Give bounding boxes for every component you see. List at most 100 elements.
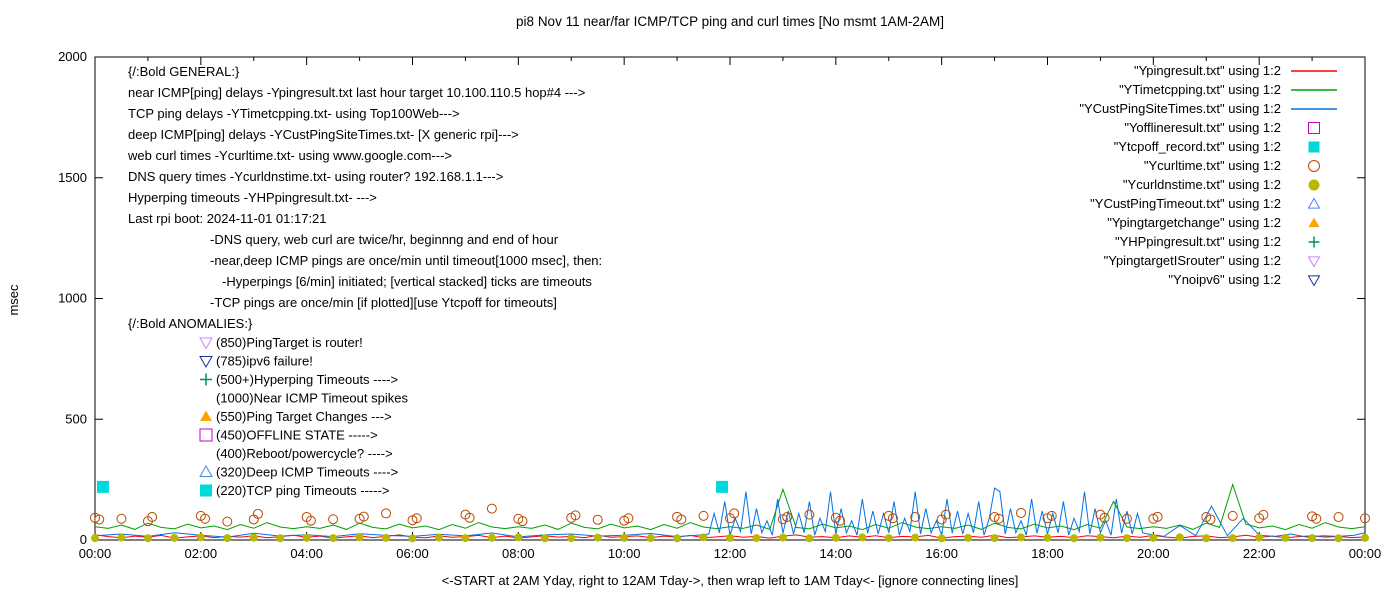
circle-filled-marker — [726, 533, 734, 542]
legend-entry: "Ynoipv6" using 1:2 — [1168, 272, 1321, 287]
circle-filled-marker — [1043, 533, 1052, 542]
note-line: -TCP pings are once/min [if plotted][use… — [210, 295, 557, 310]
plus-marker — [200, 373, 212, 386]
x-tick-label: 02:00 — [185, 546, 218, 561]
series-Ytcpoff_record.txt — [96, 480, 729, 493]
circle-open-marker — [222, 516, 233, 527]
triangle-down-open-marker — [1307, 256, 1321, 268]
circle-filled-marker — [329, 534, 338, 543]
circle-filled-marker — [1281, 533, 1290, 542]
triangle-up-open-marker — [199, 464, 213, 477]
square-filled-marker — [716, 480, 729, 493]
legend-entry: "YpingtargetISrouter" using 1:2 — [1104, 253, 1321, 268]
circle-open-marker — [1016, 507, 1027, 518]
circle-open-marker — [940, 509, 951, 520]
circle-filled-marker — [143, 534, 152, 543]
triangle-down-open-marker — [199, 356, 213, 369]
circle-open-marker — [1360, 513, 1370, 524]
circle-open-marker — [147, 512, 158, 523]
note-line: DNS query times -Ycurldnstime.txt- using… — [128, 169, 503, 184]
anomaly-text: (1000)Near ICMP Timeout spikes — [216, 391, 408, 406]
legend-label: "YpingtargetISrouter" using 1:2 — [1104, 253, 1281, 268]
circle-open-marker — [1121, 513, 1132, 524]
circle-filled-marker — [1096, 533, 1105, 542]
note-line: Hyperping timeouts -YHPpingresult.txt- -… — [128, 190, 377, 205]
circle-filled-marker — [540, 534, 549, 543]
legend-entry: "YCustPingTimeout.txt" using 1:2 — [1090, 196, 1321, 211]
note-line: -DNS query, web curl are twice/hr, begin… — [210, 232, 559, 247]
circle-open-marker — [305, 515, 316, 526]
legend-entry: "Ycurltime.txt" using 1:2 — [1144, 158, 1320, 173]
circle-filled-marker — [911, 533, 920, 542]
note-line: deep ICMP[ping] delays -YCustPingSiteTim… — [128, 127, 519, 142]
circle-open-marker — [1258, 509, 1269, 520]
series-Ycurltime.txt — [90, 503, 1370, 527]
y-tick-label: 0 — [80, 532, 87, 547]
legend-entry: "Yofflineresult.txt" using 1:2 — [1124, 120, 1320, 135]
x-tick-label: 00:00 — [79, 546, 112, 561]
circle-open-marker — [804, 509, 815, 520]
circle-filled-marker — [1202, 534, 1211, 543]
circle-filled-marker — [884, 534, 893, 543]
circle-filled-marker — [567, 534, 576, 543]
circle-filled-marker — [249, 533, 258, 542]
anomaly-text: (500+)Hyperping Timeouts ----> — [216, 372, 398, 387]
annotations-group: {/:Bold GENERAL:} near ICMP[ping] delays … — [127, 64, 602, 498]
legend-group: "Ypingresult.txt" using 1:2 "YTimetcpping… — [1079, 63, 1337, 287]
x-tick-label: 14:00 — [820, 546, 853, 561]
note-line: TCP ping delays -YTimetcpping.txt- using… — [128, 106, 460, 121]
circle-filled-marker — [1334, 534, 1343, 543]
note-line: web curl times -Ycurltime.txt- using www… — [127, 148, 452, 163]
circle-filled-marker — [937, 534, 946, 543]
square-filled-marker — [200, 484, 212, 497]
circle-filled-marker — [91, 534, 99, 543]
circle-filled-marker — [434, 533, 443, 542]
triangle-up-open-marker — [1307, 197, 1321, 209]
circle-open-marker — [887, 513, 898, 524]
circle-open-marker — [328, 514, 339, 525]
anomaly-text: (400)Reboot/powercycle? ----> — [216, 446, 393, 461]
x-tick-label: 20:00 — [1137, 546, 1170, 561]
note-line: near ICMP[ping] delays -Ypingresult.txt … — [128, 85, 585, 100]
circle-open-marker — [464, 512, 475, 523]
circle-open-marker — [1046, 510, 1057, 521]
y-tick-label: 500 — [65, 411, 87, 426]
circle-filled-marker — [223, 534, 232, 543]
circle-filled-marker — [964, 533, 973, 542]
circle-open-marker — [782, 512, 793, 523]
circle-open-marker — [411, 513, 422, 524]
legend-label: "Ytcpoff_record.txt" using 1:2 — [1114, 139, 1281, 154]
circle-filled-marker — [593, 533, 602, 542]
circle-filled-marker — [752, 534, 761, 543]
circle-open-marker — [676, 514, 687, 525]
x-axis-label: <-START at 2AM Yday, right to 12AM Tday-… — [442, 573, 1019, 588]
note-line: {/:Bold GENERAL:} — [128, 64, 240, 79]
chart-title: pi8 Nov 11 near/far ICMP/TCP ping and cu… — [516, 14, 944, 29]
x-tick-label: 16:00 — [925, 546, 958, 561]
circle-filled-marker — [620, 533, 629, 542]
legend-label: "YHPpingresult.txt" using 1:2 — [1115, 234, 1281, 249]
triangle-down-open-marker — [1307, 275, 1321, 287]
x-tick-label: 22:00 — [1243, 546, 1276, 561]
circle-open-marker — [623, 513, 634, 524]
circle-filled-marker — [276, 534, 285, 543]
series-YTimetcpping.txt — [94, 482, 1366, 531]
triangle-up-filled-marker — [200, 410, 212, 421]
series-YCustPingSiteTimes.txt — [94, 487, 1366, 538]
circle-open-marker — [358, 511, 369, 522]
circle-filled-marker — [1308, 179, 1320, 191]
legend-entry: "Ycurldnstime.txt" using 1:2 — [1123, 177, 1320, 192]
circle-open-marker — [1333, 512, 1344, 523]
circle-filled-marker — [831, 533, 840, 542]
y-tick-label: 2000 — [58, 49, 87, 64]
x-tick-label: 10:00 — [608, 546, 641, 561]
circle-open-marker — [517, 516, 528, 527]
circle-filled-marker — [1361, 533, 1369, 542]
note-line: -Hyperpings [6/min] initiated; [vertical… — [222, 274, 592, 289]
legend-label: "Ycurltime.txt" using 1:2 — [1144, 158, 1281, 173]
circle-filled-marker — [117, 533, 126, 542]
circle-open-marker — [486, 503, 497, 514]
anomaly-text: (550)Ping Target Changes ---> — [216, 409, 392, 424]
